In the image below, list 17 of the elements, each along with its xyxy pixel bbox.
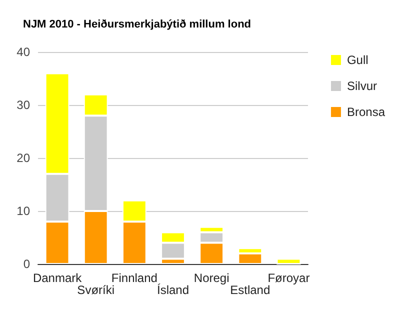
y-tick-label: 30 — [16, 98, 30, 112]
chart-title: NJM 2010 - Heiðursmerkjabýtið millum lond — [23, 18, 252, 30]
legend-label: Silvur — [346, 79, 377, 93]
x-tick-label: Føroyar — [268, 271, 310, 285]
y-tick-label: 40 — [16, 45, 30, 59]
x-tick-label: Ísland — [156, 283, 190, 297]
legend-label: Gull — [346, 53, 368, 67]
x-tick-label: Finnland — [111, 271, 158, 285]
x-tick-label: Svøríki — [77, 283, 115, 297]
y-tick-label: 20 — [16, 151, 30, 165]
x-tick-label: Noregi — [194, 271, 230, 285]
legend-label: Bronsa — [346, 105, 386, 119]
x-tick-label: Danmark — [32, 271, 83, 285]
y-tick-label: 0 — [23, 257, 30, 271]
y-tick-label: 10 — [16, 204, 30, 218]
x-tick-label: Estland — [230, 283, 270, 297]
bar — [276, 258, 301, 264]
